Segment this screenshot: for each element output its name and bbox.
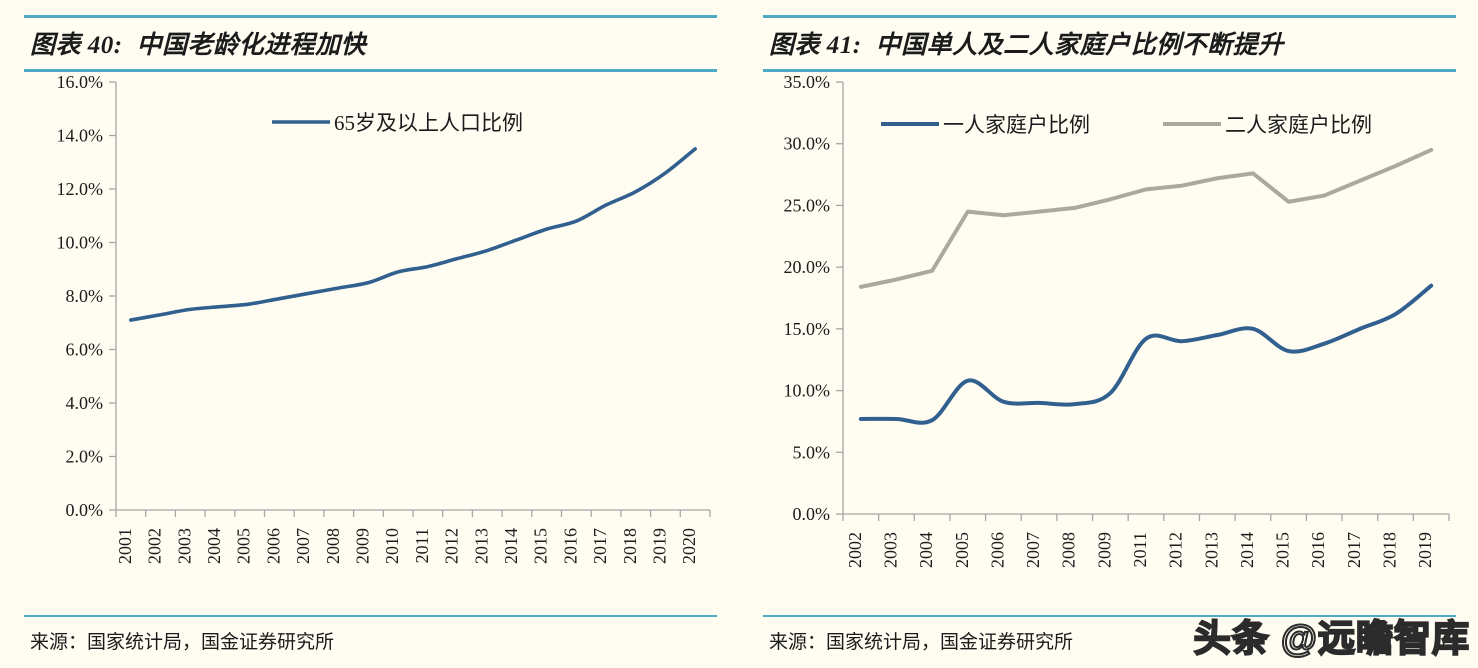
y-axis-label: 15.0% [784, 319, 831, 339]
x-axis-label: 2006 [263, 528, 283, 564]
x-axis-label: 2014 [1237, 532, 1257, 568]
x-axis-label: 2015 [1273, 532, 1293, 568]
x-axis-label: 2012 [442, 528, 462, 564]
exhibit-41-number: 图表 41: [769, 32, 862, 59]
source-note-left: 来源：国家统计局，国金证券研究所 [30, 632, 335, 653]
x-axis-label: 2004 [204, 528, 224, 564]
y-axis-label: 0.0% [793, 504, 831, 524]
legend-label-2: 二人家庭户比例 [1225, 113, 1372, 137]
chart-aging-population-svg: 0.0% 2.0% 4.0% 6.0% 8.0% 10.0% 12.0% 14.0% 16.0%… [57, 72, 711, 564]
x-axis-label: 2017 [1344, 532, 1364, 568]
exhibit-41-title: 图表 41: 中国单人及二人家庭户比例不断提升 [763, 18, 1456, 69]
exhibit-40-title-text: 中国老龄化进程加快 [136, 32, 367, 59]
panel-exhibit-41: 图表 41: 中国单人及二人家庭户比例不断提升 0.0% 5.0% 10.0% 15.0… [739, 0, 1478, 668]
title-rule-bottom-left [24, 69, 717, 72]
footer-rule-left [24, 615, 717, 617]
y-axis-label: 12.0% [57, 179, 104, 199]
y-axis-label: 30.0% [784, 134, 831, 154]
x-axis-label: 2002 [145, 528, 165, 564]
chart-household-size-svg: 0.0% 5.0% 10.0% 15.0% 20.0% 25.0% 30.0% 35.0% 20… [784, 72, 1450, 568]
title-rule-top-right [763, 15, 1456, 18]
x-axis-label: 2012 [1166, 532, 1186, 568]
x-axis-label: 2004 [916, 532, 936, 568]
y-axis-label: 10.0% [57, 233, 104, 253]
x-axis-label: 2005 [952, 532, 972, 568]
y-axis-label: 35.0% [784, 72, 831, 92]
x-axis-label: 2006 [987, 532, 1007, 568]
title-rule-top-left [24, 15, 717, 18]
series-line-1 [129, 147, 697, 322]
x-axis-label: 2005 [234, 528, 254, 564]
chart-household-size: 0.0% 5.0% 10.0% 15.0% 20.0% 25.0% 30.0% 35.0% 20… [763, 72, 1456, 582]
x-axis-label: 2007 [1023, 532, 1043, 568]
y-axis-label: 6.0% [66, 340, 104, 360]
y-axis-label: 16.0% [57, 72, 104, 92]
y-axis-label: 8.0% [66, 286, 104, 306]
y-axis-label: 2.0% [66, 447, 104, 467]
x-axis-label: 2003 [881, 532, 901, 568]
x-axis-label: 2013 [1201, 532, 1221, 568]
exhibit-41-title-text: 中国单人及二人家庭户比例不断提升 [875, 32, 1284, 59]
x-axis-label: 2014 [501, 528, 521, 564]
x-axis-label: 2011 [412, 528, 432, 563]
title-rule-bottom-right [763, 69, 1456, 72]
y-axis-label: 0.0% [66, 500, 104, 520]
x-axis-label: 2010 [382, 528, 402, 564]
y-axis-label: 25.0% [784, 195, 831, 215]
footer-left: 来源：国家统计局，国金证券研究所 [24, 615, 717, 654]
source-note-right: 来源：国家统计局，国金证券研究所 [769, 632, 1074, 653]
series-line-2 [858, 147, 1434, 289]
exhibit-40-number: 图表 40: [30, 32, 123, 59]
panel-exhibit-40: 图表 40: 中国老龄化进程加快 0.0% 2.0% 4.0% 6.0% 8.0% 10.0… [24, 15, 717, 654]
x-axis-label: 2018 [1380, 532, 1400, 568]
x-axis-label: 2003 [174, 528, 194, 564]
x-axis-label: 2009 [1094, 532, 1114, 568]
footer-rule-right [763, 615, 1456, 617]
x-axis-label: 2001 [115, 528, 135, 564]
x-axis-label: 2020 [679, 528, 699, 564]
x-axis-label: 2019 [1415, 532, 1435, 568]
series-line-1 [858, 283, 1434, 425]
x-axis-label: 2011 [1130, 532, 1150, 567]
exhibit-40-title: 图表 40: 中国老龄化进程加快 [24, 18, 717, 69]
y-axis-label: 4.0% [66, 393, 104, 413]
x-axis-label: 2016 [1308, 532, 1328, 568]
x-axis-label: 2013 [471, 528, 491, 564]
legend-label-1: 一人家庭户比例 [943, 113, 1090, 137]
x-axis-label: 2009 [352, 528, 372, 564]
y-axis-label: 10.0% [784, 381, 831, 401]
x-axis-label: 2015 [531, 528, 551, 564]
x-axis-label: 2019 [649, 528, 669, 564]
x-axis-label: 2007 [293, 528, 313, 564]
x-axis-label: 2016 [560, 528, 580, 564]
x-axis-label: 2002 [845, 532, 865, 568]
legend-label-1: 65岁及以上人口比例 [334, 111, 523, 135]
y-axis-label: 20.0% [784, 257, 831, 277]
footer-right: 来源：国家统计局，国金证券研究所 [763, 615, 1456, 654]
chart-aging-population: 0.0% 2.0% 4.0% 6.0% 8.0% 10.0% 12.0% 14.0% 16.0%… [24, 72, 717, 582]
x-axis-label: 2017 [590, 528, 610, 564]
x-axis-label: 2018 [620, 528, 640, 564]
y-axis-label: 14.0% [57, 126, 104, 146]
y-axis-label: 5.0% [793, 442, 831, 462]
x-axis-label: 2008 [323, 528, 343, 564]
x-axis-label: 2008 [1059, 532, 1079, 568]
